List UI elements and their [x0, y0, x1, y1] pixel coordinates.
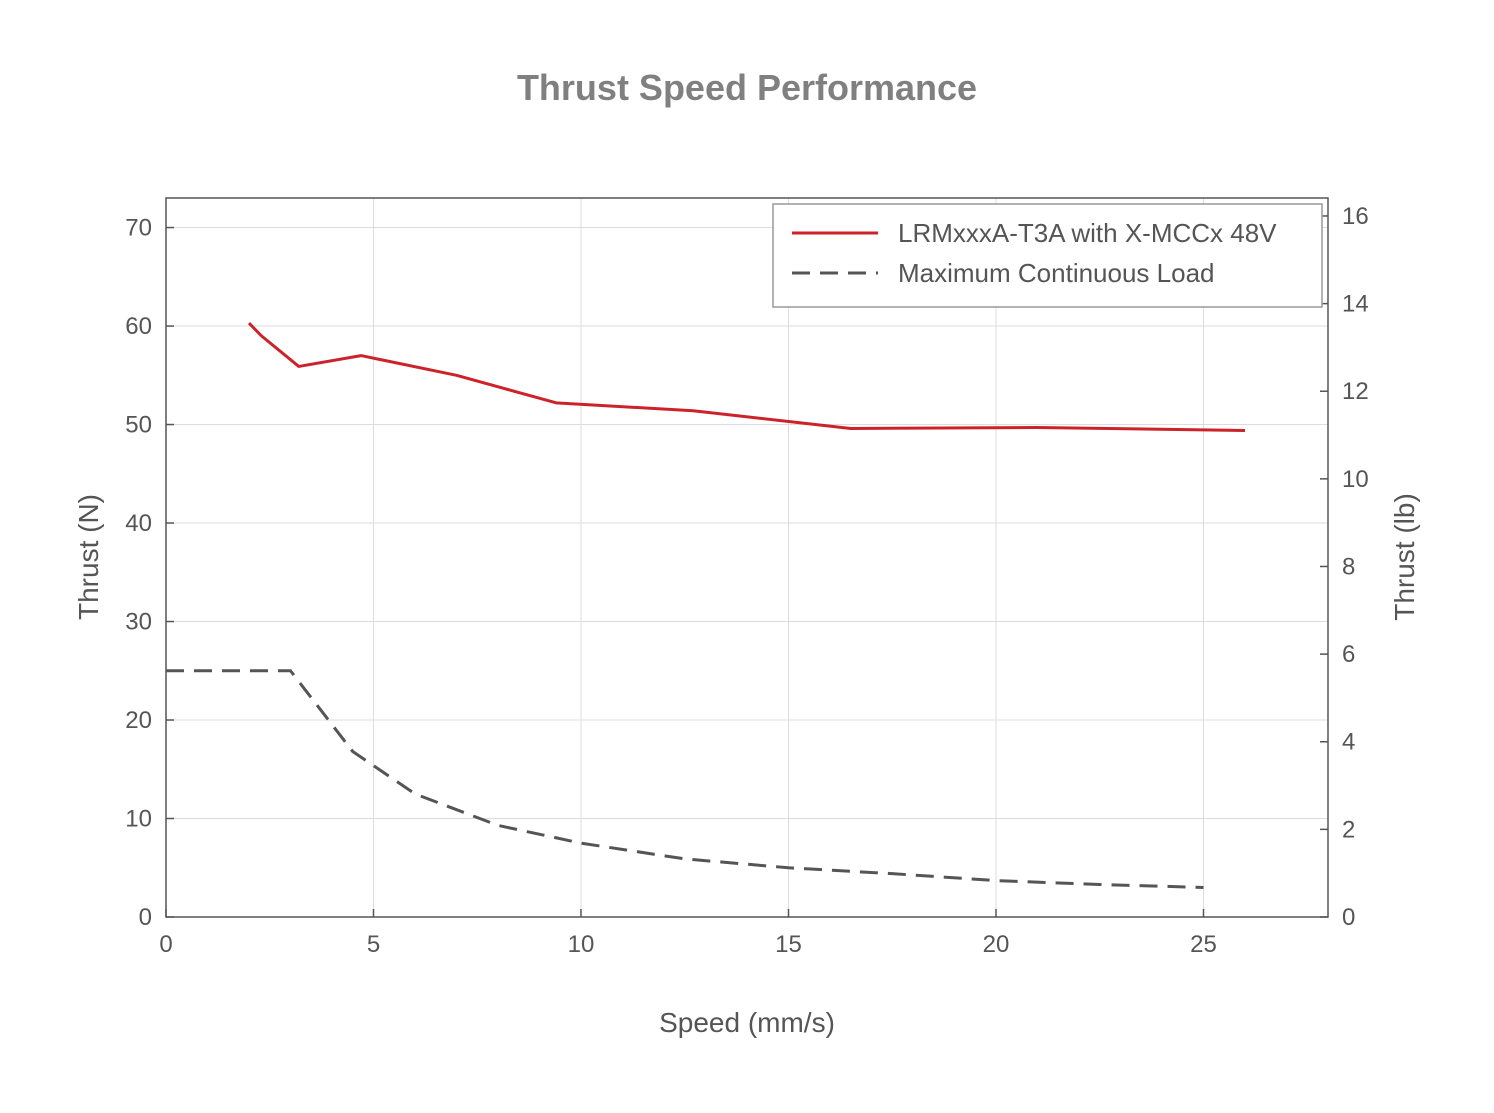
legend: LRMxxxA-T3A with X-MCCx 48V Maximum Cont…: [772, 203, 1323, 308]
legend-box: [772, 203, 1323, 308]
y-axis-label: Thrust (N): [73, 494, 104, 620]
plot-frame: [165, 197, 1329, 918]
y2-tick-label: 14: [1342, 291, 1369, 318]
y2-tick-label: 10: [1342, 466, 1369, 493]
y2-tick-label: 8: [1342, 553, 1355, 580]
y-tick-label: 70: [125, 215, 152, 242]
x-tick-label: 10: [568, 931, 595, 958]
y-tick-label: 60: [125, 313, 152, 340]
y-tick-label: 10: [125, 806, 152, 833]
y2-tick-label: 0: [1342, 904, 1355, 931]
y-tick-label: 0: [139, 904, 152, 931]
y2-tick-label: 6: [1342, 641, 1355, 668]
y2-tick-label: 4: [1342, 729, 1355, 756]
legend-label-series-2: Maximum Continuous Load: [898, 258, 1215, 288]
y-tick-label: 30: [125, 609, 152, 636]
x-axis-label: Speed (mm/s): [659, 1007, 835, 1038]
y2-tick-label: 2: [1342, 816, 1355, 843]
legend-label-series-1: LRMxxxA-T3A with X-MCCx 48V: [898, 218, 1277, 248]
x-tick-label: 25: [1190, 931, 1217, 958]
series-line-2: [166, 669, 1204, 889]
y2-tick-label: 12: [1342, 378, 1369, 405]
y2-tick-label: 16: [1342, 203, 1369, 230]
x-tick-label: 20: [983, 931, 1010, 958]
x-tick-label: 5: [367, 931, 380, 958]
series-line-1: [247, 322, 1246, 432]
y-tick-label: 40: [125, 510, 152, 537]
x-tick-label: 15: [775, 931, 802, 958]
y2-axis-label: Thrust (lb): [1389, 493, 1420, 621]
ticks: 0 5 10 15 20 25 0 10 20 30 40 50 60 70 0 2 4 6 8 10 12 14 16: [125, 203, 1368, 958]
series-layer: [166, 322, 1246, 889]
y-tick-label: 50: [125, 412, 152, 439]
chart-title: Thrust Speed Performance: [517, 67, 977, 108]
x-tick-label: 0: [159, 931, 172, 958]
y-tick-label: 20: [125, 707, 152, 734]
